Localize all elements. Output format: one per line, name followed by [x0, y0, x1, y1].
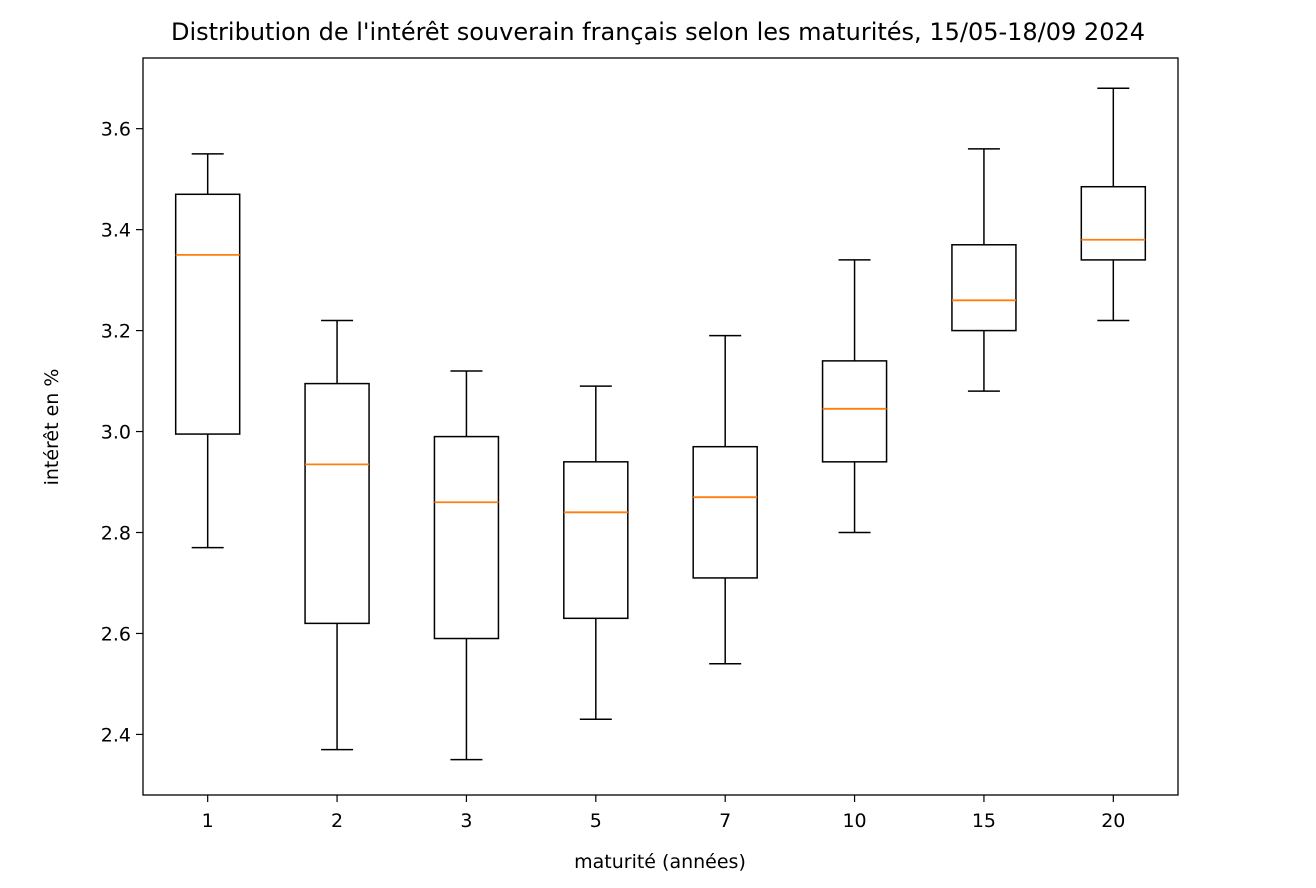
- iqr-box: [951, 244, 1017, 332]
- plot-area: [142, 57, 1179, 796]
- y-tick-label: 2.4: [101, 724, 131, 746]
- y-tick-label: 3.4: [101, 220, 131, 242]
- chart-title: Distribution de l'intérêt souverain fran…: [171, 18, 1145, 46]
- iqr-box: [433, 435, 500, 640]
- x-axis: 1 2 3 5 7 10 15 20: [202, 795, 1125, 832]
- y-axis: 2.4 2.6 2.8 3.0 3.2 3.4 3.6: [101, 119, 143, 746]
- x-tick-label: 5: [590, 810, 602, 832]
- iqr-box: [174, 193, 241, 435]
- y-tick-label: 2.8: [101, 523, 131, 545]
- x-tick-label: 2: [331, 810, 343, 832]
- box-7: [692, 334, 758, 665]
- box-20: [1080, 87, 1147, 322]
- box-15: [951, 148, 1017, 392]
- x-axis-label: maturité (années): [574, 851, 746, 873]
- box-1: [174, 153, 241, 549]
- y-tick-label: 3.2: [101, 321, 131, 343]
- box-2: [304, 319, 370, 751]
- iqr-box: [1080, 185, 1147, 261]
- x-tick-label: 1: [202, 810, 214, 832]
- iqr-box: [692, 445, 758, 579]
- x-tick-label: 3: [460, 810, 472, 832]
- y-tick-label: 3.0: [101, 422, 131, 444]
- iqr-box: [563, 461, 629, 620]
- box-5: [563, 385, 629, 721]
- x-tick-label: 15: [972, 810, 996, 832]
- y-tick-label: 3.6: [101, 119, 131, 141]
- y-tick-label: 2.6: [101, 623, 131, 645]
- box-series: [174, 87, 1147, 761]
- x-tick-label: 20: [1101, 810, 1125, 832]
- box-10: [821, 259, 888, 534]
- y-axis-label: intérêt en %: [41, 369, 63, 486]
- iqr-box: [821, 360, 888, 463]
- box-3: [433, 370, 500, 761]
- iqr-box: [304, 382, 370, 625]
- x-tick-label: 10: [842, 810, 866, 832]
- x-tick-label: 7: [719, 810, 731, 832]
